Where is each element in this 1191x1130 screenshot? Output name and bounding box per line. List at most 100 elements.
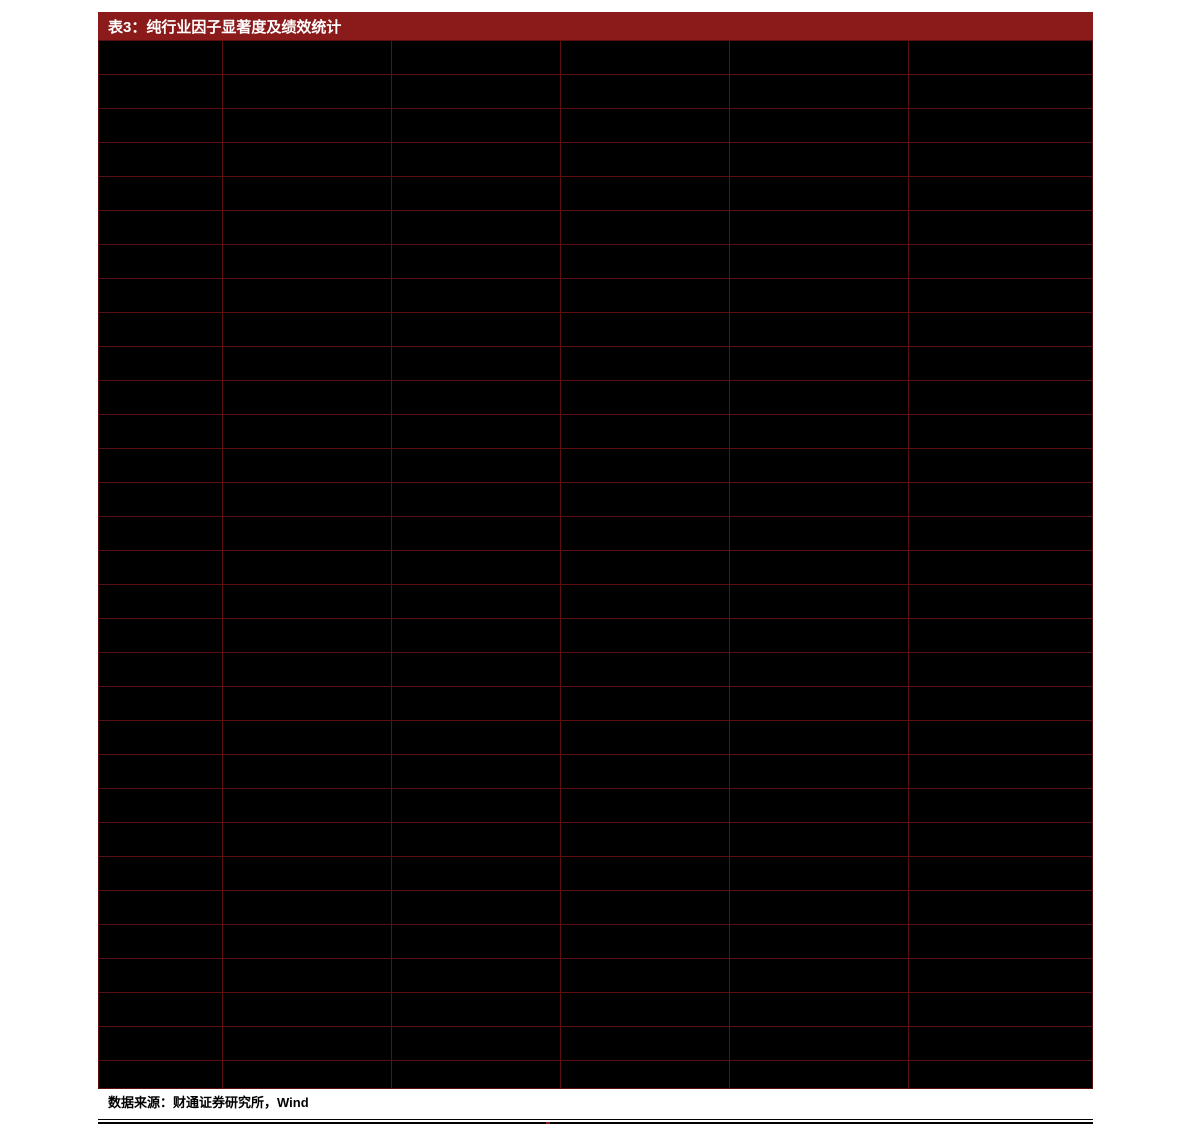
table-cell xyxy=(730,653,909,687)
footer-thin-rule xyxy=(98,1119,1093,1120)
table-cell xyxy=(730,1027,909,1061)
table-cell xyxy=(730,177,909,211)
table-cell xyxy=(909,313,1093,347)
table-cell xyxy=(99,687,223,721)
table-row xyxy=(99,177,1093,211)
table-cell xyxy=(561,347,730,381)
table-cell xyxy=(392,653,561,687)
table-cell xyxy=(99,755,223,789)
table-cell xyxy=(392,347,561,381)
table-cell xyxy=(561,313,730,347)
table-cell xyxy=(99,211,223,245)
table-cell xyxy=(223,313,392,347)
table-cell xyxy=(99,313,223,347)
table-row xyxy=(99,959,1093,993)
table-row xyxy=(99,75,1093,109)
table-row xyxy=(99,585,1093,619)
table-cell xyxy=(561,585,730,619)
table-cell xyxy=(99,993,223,1027)
table-cell xyxy=(223,721,392,755)
table-cell xyxy=(909,857,1093,891)
table-cell xyxy=(223,1027,392,1061)
table-cell xyxy=(223,41,392,75)
table-cell xyxy=(99,789,223,823)
table-title: 表3：纯行业因子显著度及绩效统计 xyxy=(98,12,1093,40)
table-cell xyxy=(561,993,730,1027)
table-cell xyxy=(99,1061,223,1089)
table-cell xyxy=(561,1027,730,1061)
table-cell xyxy=(223,789,392,823)
table-row xyxy=(99,789,1093,823)
table-wrapper: 表3：纯行业因子显著度及绩效统计 数据来源：财通证券研究所，Wind xyxy=(98,12,1093,1111)
table-cell xyxy=(561,483,730,517)
table-cell xyxy=(99,721,223,755)
table-cell xyxy=(392,517,561,551)
table-cell xyxy=(392,551,561,585)
table-cell xyxy=(392,721,561,755)
table-cell xyxy=(561,381,730,415)
table-cell xyxy=(730,75,909,109)
table-cell xyxy=(99,483,223,517)
table-cell xyxy=(392,313,561,347)
table-cell xyxy=(223,415,392,449)
table-cell xyxy=(99,619,223,653)
table-cell xyxy=(223,517,392,551)
table-cell xyxy=(909,415,1093,449)
table-cell xyxy=(99,1027,223,1061)
table-cell xyxy=(392,177,561,211)
table-cell xyxy=(223,891,392,925)
table-cell xyxy=(909,789,1093,823)
table-cell xyxy=(909,279,1093,313)
table-cell xyxy=(561,279,730,313)
table-row xyxy=(99,891,1093,925)
table-cell xyxy=(99,585,223,619)
table-cell xyxy=(392,211,561,245)
table-cell xyxy=(561,75,730,109)
table-cell xyxy=(909,41,1093,75)
table-row xyxy=(99,41,1093,75)
table-row xyxy=(99,551,1093,585)
table-cell xyxy=(99,823,223,857)
table-cell xyxy=(909,925,1093,959)
table-cell xyxy=(561,415,730,449)
table-cell xyxy=(909,483,1093,517)
table-cell xyxy=(223,109,392,143)
table-cell xyxy=(909,177,1093,211)
table-cell xyxy=(730,347,909,381)
table-cell xyxy=(392,415,561,449)
table-cell xyxy=(561,755,730,789)
table-cell xyxy=(561,449,730,483)
table-cell xyxy=(223,1061,392,1089)
table-cell xyxy=(561,41,730,75)
table-cell xyxy=(730,585,909,619)
table-cell xyxy=(561,653,730,687)
table-cell xyxy=(99,41,223,75)
table-cell xyxy=(392,857,561,891)
table-cell xyxy=(561,857,730,891)
table-cell xyxy=(223,823,392,857)
table-cell xyxy=(909,891,1093,925)
table-cell xyxy=(561,1061,730,1089)
table-cell xyxy=(392,619,561,653)
table-cell xyxy=(730,823,909,857)
table-cell xyxy=(561,823,730,857)
table-cell xyxy=(223,959,392,993)
table-cell xyxy=(99,245,223,279)
table-row xyxy=(99,517,1093,551)
table-row xyxy=(99,483,1093,517)
table-cell xyxy=(561,109,730,143)
table-cell xyxy=(392,755,561,789)
page-footer-rules xyxy=(98,1119,1093,1124)
table-cell xyxy=(561,891,730,925)
table-cell xyxy=(561,959,730,993)
table-cell xyxy=(561,789,730,823)
table-cell xyxy=(909,823,1093,857)
table-cell xyxy=(392,449,561,483)
table-cell xyxy=(730,755,909,789)
table-row xyxy=(99,823,1093,857)
table-cell xyxy=(392,687,561,721)
table-cell xyxy=(909,1027,1093,1061)
table-cell xyxy=(223,449,392,483)
table-row xyxy=(99,1027,1093,1061)
table-cell xyxy=(99,347,223,381)
